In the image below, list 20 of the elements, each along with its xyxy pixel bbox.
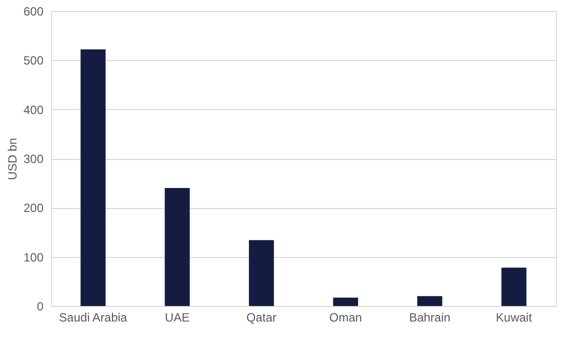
bar	[333, 298, 358, 306]
y-axis-title: USD bn	[5, 138, 20, 180]
x-tick-label: Saudi Arabia	[59, 310, 128, 324]
x-tick-label: Bahrain	[409, 310, 450, 324]
y-tick-label: 200	[23, 201, 44, 216]
bar	[80, 49, 106, 306]
bar	[417, 296, 442, 306]
y-tick-label: 600	[23, 4, 44, 18]
x-tick-label: UAE	[164, 310, 190, 324]
x-tick-label: Qatar	[246, 310, 276, 324]
y-tick-label: 100	[23, 250, 44, 264]
bar	[501, 268, 526, 306]
y-tick-label: 500	[23, 54, 44, 68]
bar	[164, 188, 190, 306]
y-tick-label: 0	[36, 300, 44, 314]
y-tick-label: 400	[23, 102, 44, 117]
bar	[248, 240, 274, 306]
x-tick-label: Oman	[329, 310, 362, 324]
y-tick-label: 300	[23, 152, 44, 166]
x-tick-label: Kuwait	[496, 310, 533, 324]
